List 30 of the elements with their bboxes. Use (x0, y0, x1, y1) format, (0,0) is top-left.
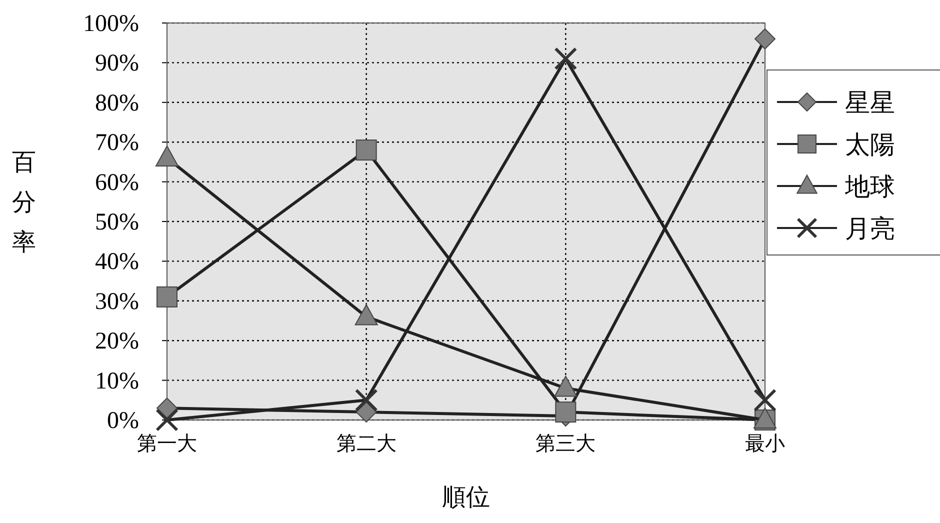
point (156, 408, 178, 432)
point (754, 388, 776, 412)
legend-label: 地球 (844, 174, 895, 201)
y-axis-title: 百分率 (12, 150, 36, 256)
x-tick-label: 第一大 (137, 433, 197, 455)
x-axis-title: 順位 (442, 485, 490, 511)
legend-label: 星星 (845, 90, 895, 117)
point (156, 398, 178, 419)
y-tick-label: 20% (95, 328, 139, 355)
legend-label: 太陽 (845, 132, 895, 159)
y-tick-label: 70% (95, 130, 139, 156)
y-tick-label: 40% (95, 249, 139, 276)
y-tick-label: 10% (95, 368, 139, 394)
point (754, 28, 776, 50)
y-tick-label: 50% (95, 210, 139, 236)
point (354, 388, 378, 412)
point (156, 286, 178, 308)
y-tick-label: 100% (83, 11, 139, 37)
x-tick-label: 第二大 (336, 433, 396, 455)
y-tick-label: 60% (95, 170, 139, 196)
legend-label: 月亮 (845, 215, 895, 243)
x-tick-label: 最小 (745, 433, 785, 455)
point (554, 47, 578, 70)
point (356, 140, 377, 161)
y-tick-label: 0% (107, 408, 139, 434)
y-tick-label: 80% (95, 90, 139, 116)
x-tick-label: 第三大 (536, 433, 596, 455)
point (356, 402, 377, 423)
y-tick-label: 30% (95, 288, 139, 315)
y-tick-label: 90% (95, 50, 139, 77)
